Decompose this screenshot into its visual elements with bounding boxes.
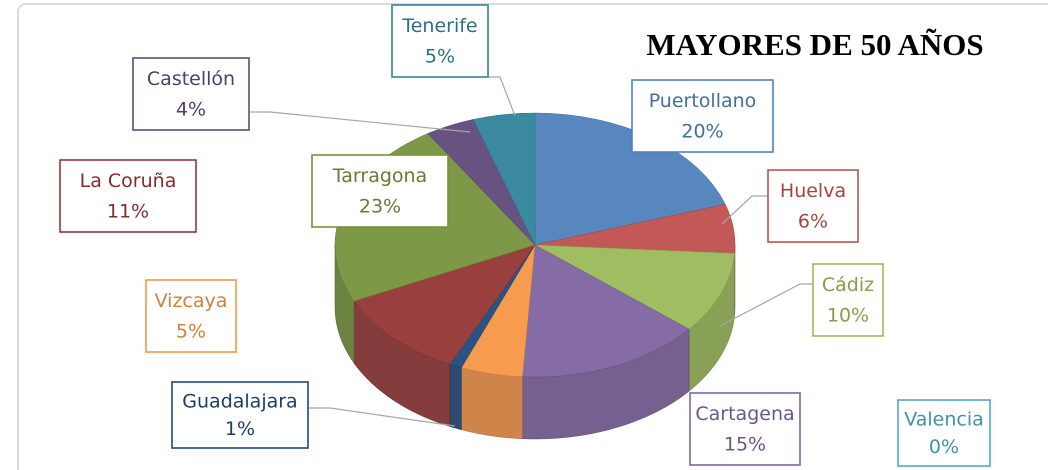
category-label: Valencia [904,408,984,430]
label-box [689,392,801,466]
slice-side [461,367,523,440]
slice [522,244,690,378]
value-label: 4% [176,98,206,120]
label-box [145,279,237,353]
leader-line [249,111,471,133]
leader-line [308,407,456,427]
label-box [897,399,991,467]
value-label: 5% [425,45,455,67]
value-label: 15% [724,433,766,455]
value-label: 11% [107,200,149,222]
category-label: Tenerife [401,15,477,37]
value-label: 0% [929,436,959,458]
slice [534,244,735,330]
value-label: 1% [225,418,255,440]
slice [353,244,536,365]
category-label: Cartagena [695,403,794,425]
label-box [171,381,309,449]
label-box [391,4,489,78]
leader-line [721,195,768,225]
category-label: Castellón [147,68,235,90]
leader-line [719,283,813,327]
category-label: Guadalajara [182,390,297,412]
category-label: Tarragona [332,165,427,187]
label-box [767,169,859,243]
category-label: Puertollano [649,90,757,112]
value-label: 5% [176,320,206,342]
label-box [59,159,197,233]
category-label: Vizcaya [155,290,228,312]
category-label: Huelva [780,180,846,202]
value-label: 23% [359,195,401,217]
slice-side [449,364,462,431]
value-label: 6% [798,210,828,232]
leader-line [488,76,516,117]
label-box [311,154,449,228]
value-label: 10% [827,304,869,326]
value-label: 20% [681,120,723,142]
category-label: Cádiz [822,274,874,296]
chart-title: MAYORES DE 50 AÑOS [646,27,983,62]
label-box [812,263,884,337]
slice [472,112,536,246]
label-box [132,57,250,131]
category-label: La Coruña [80,170,177,192]
label-box [631,79,774,153]
